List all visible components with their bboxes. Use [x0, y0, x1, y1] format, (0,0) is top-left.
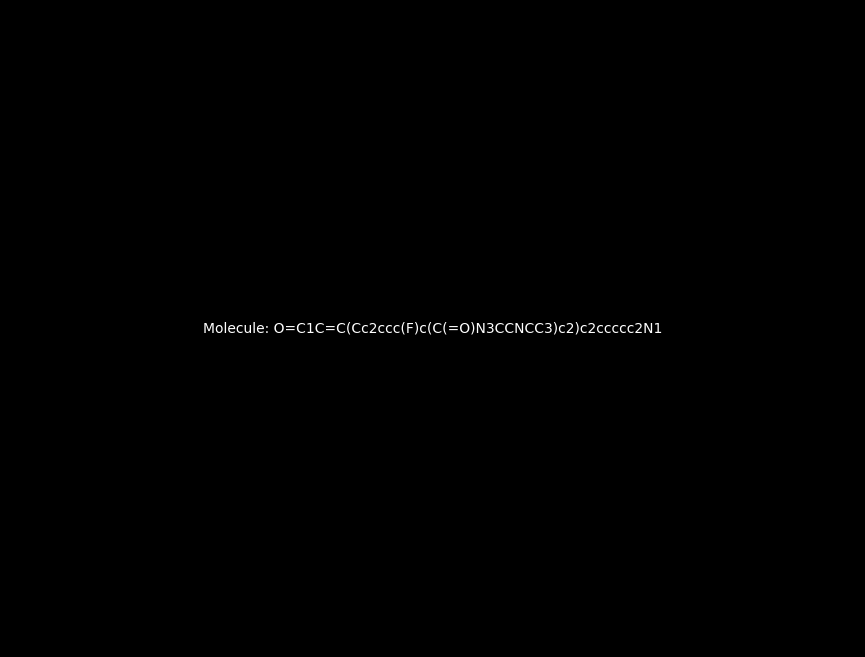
- Text: Molecule: O=C1C=C(Cc2ccc(F)c(C(=O)N3CCNCC3)c2)c2ccccc2N1: Molecule: O=C1C=C(Cc2ccc(F)c(C(=O)N3CCNC…: [202, 321, 663, 336]
